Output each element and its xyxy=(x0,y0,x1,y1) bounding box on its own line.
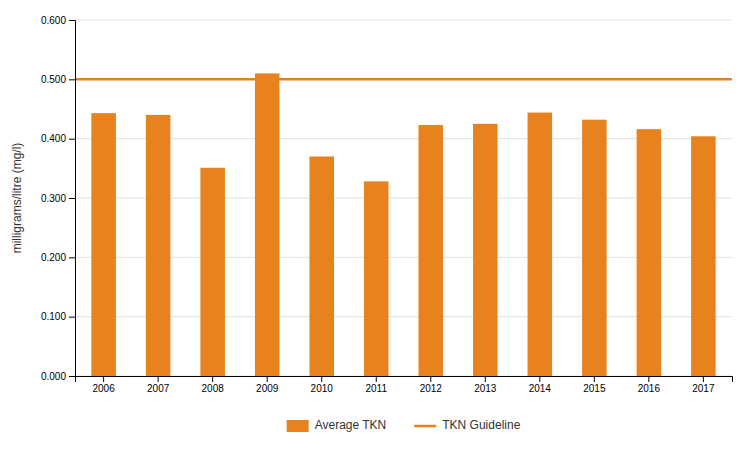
x-tick-label: 2009 xyxy=(256,383,279,394)
bar xyxy=(582,120,607,376)
x-tick-mark xyxy=(594,376,595,382)
bar xyxy=(691,136,716,376)
x-tick-mark xyxy=(430,376,431,382)
x-tick-mark xyxy=(376,376,377,382)
legend-item: TKN Guideline xyxy=(414,418,520,432)
x-tick: 2014 xyxy=(529,376,552,394)
marks xyxy=(75,73,732,376)
x-tick-label: 2015 xyxy=(583,383,606,394)
bar xyxy=(528,113,553,376)
x-tick: 2006 xyxy=(92,376,115,394)
x-tick-label: 2008 xyxy=(202,383,225,394)
y-tick-mark xyxy=(69,20,75,21)
y-tick: 0.100 xyxy=(41,311,75,322)
bar xyxy=(146,115,171,376)
x-tick: 2008 xyxy=(202,376,225,394)
x-tick: 2010 xyxy=(311,376,334,394)
y-tick-label: 0.100 xyxy=(41,311,66,322)
x-tick-label: 2017 xyxy=(692,383,715,394)
y-tick-label: 0.300 xyxy=(41,193,66,204)
grid-line xyxy=(75,138,732,139)
x-tick-mark xyxy=(703,376,704,382)
y-tick-mark xyxy=(69,198,75,199)
bar xyxy=(637,129,662,376)
bar xyxy=(200,168,225,376)
grid-line xyxy=(75,20,732,21)
y-axis-title: milligrams/litre (mg/l) xyxy=(10,143,24,254)
y-tick: 0.400 xyxy=(41,133,75,144)
y-tick: 0.500 xyxy=(41,74,75,85)
legend-item: Average TKN xyxy=(287,418,387,432)
x-tick-mark xyxy=(539,376,540,382)
x-tick: 2012 xyxy=(420,376,443,394)
bar xyxy=(91,113,116,376)
x-tick-mark xyxy=(103,376,104,382)
x-tick: 2017 xyxy=(692,376,715,394)
grid-line xyxy=(75,316,732,317)
legend: Average TKN TKN Guideline xyxy=(287,418,521,432)
x-tick: 2015 xyxy=(583,376,606,394)
x-tick-label: 2013 xyxy=(474,383,497,394)
x-axis-line xyxy=(76,377,733,383)
grid-line xyxy=(75,198,732,199)
y-tick-mark xyxy=(69,79,75,80)
x-tick-label: 2006 xyxy=(92,383,115,394)
x-tick-label: 2016 xyxy=(638,383,661,394)
plot-area: 0.0000.1000.2000.3000.4000.5000.60020062… xyxy=(41,15,733,394)
x-tick-mark xyxy=(485,376,486,382)
legend-swatch xyxy=(287,420,309,432)
x-tick: 2007 xyxy=(147,376,170,394)
chart: 0.0000.1000.2000.3000.4000.5000.60020062… xyxy=(0,0,752,451)
x-tick-label: 2012 xyxy=(420,383,443,394)
x-tick-label: 2011 xyxy=(365,383,387,394)
y-tick-mark xyxy=(69,376,75,377)
x-tick-mark xyxy=(267,376,268,382)
x-tick: 2009 xyxy=(256,376,279,394)
x-axis: 2006 2007 2008 2009 2010 2011 2012 2013 2014 2015… xyxy=(76,376,733,394)
x-tick: 2013 xyxy=(474,376,497,394)
grid-line xyxy=(75,257,732,258)
y-tick: 0.000 xyxy=(41,371,75,382)
y-tick-label: 0.200 xyxy=(41,252,66,263)
y-tick: 0.300 xyxy=(41,193,75,204)
y-tick-mark xyxy=(69,257,75,258)
guideline xyxy=(75,78,732,81)
y-tick-mark xyxy=(69,317,75,318)
x-tick: 2011 xyxy=(365,376,387,394)
y-tick-label: 0.500 xyxy=(41,74,66,85)
bar xyxy=(364,181,389,376)
y-tick: 0.600 xyxy=(41,15,75,26)
legend-label: Average TKN xyxy=(315,418,387,432)
y-tick-mark xyxy=(69,139,75,140)
grid xyxy=(75,20,732,376)
x-tick-mark xyxy=(158,376,159,382)
x-tick-label: 2007 xyxy=(147,383,170,394)
grid-line xyxy=(75,79,732,80)
legend-swatch xyxy=(414,425,436,428)
x-tick-mark xyxy=(648,376,649,382)
bar xyxy=(255,73,280,376)
legend-label: TKN Guideline xyxy=(442,418,520,432)
x-tick-mark xyxy=(212,376,213,382)
y-tick-label: 0.000 xyxy=(41,371,66,382)
y-tick: 0.200 xyxy=(41,252,75,263)
y-axis: 0.000 0.100 0.200 0.300 0.400 0.500 0.600 xyxy=(41,15,76,382)
y-axis-line xyxy=(69,21,76,377)
y-tick-label: 0.600 xyxy=(41,15,66,26)
bar xyxy=(473,124,498,376)
bar-series xyxy=(91,73,715,376)
bar xyxy=(418,125,443,376)
y-tick-label: 0.400 xyxy=(41,133,66,144)
x-tick-mark xyxy=(321,376,322,382)
x-tick-label: 2010 xyxy=(311,383,334,394)
x-tick-label: 2014 xyxy=(529,383,552,394)
x-tick: 2016 xyxy=(638,376,661,394)
bar xyxy=(309,156,334,376)
